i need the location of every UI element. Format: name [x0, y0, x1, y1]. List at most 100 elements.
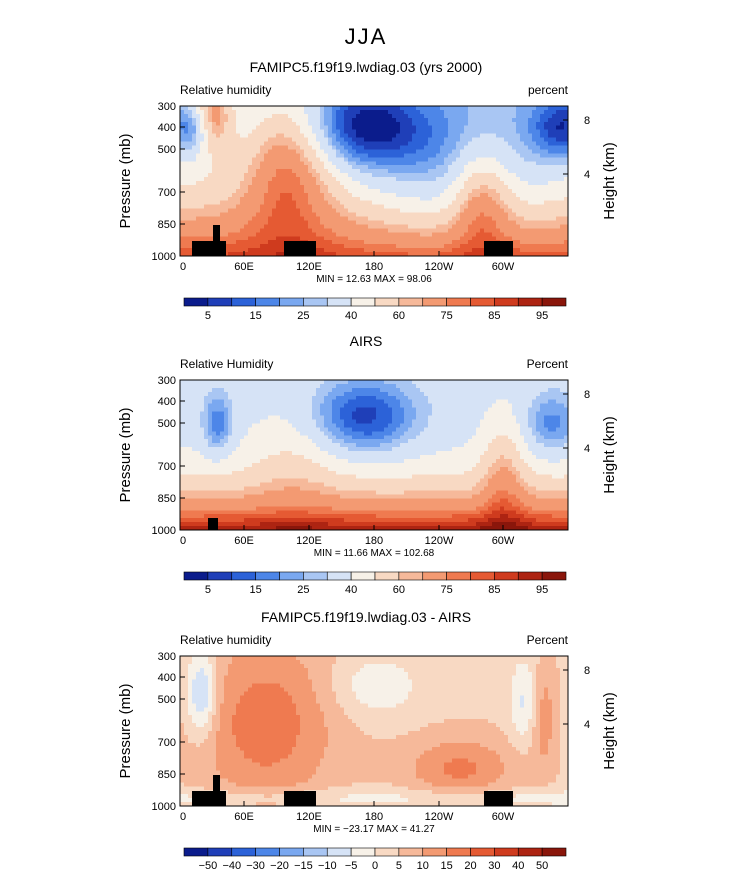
colorbar-label: −40 — [222, 860, 241, 872]
y2-tick-label: 4 — [584, 719, 590, 731]
x-tick-label: 180 — [365, 535, 383, 547]
colorbar-label: 60 — [393, 584, 405, 596]
x-tick-label: 0 — [180, 811, 186, 823]
y-axis-label: Pressure (mb) — [117, 133, 134, 228]
left-label: Relative Humidity — [180, 357, 273, 371]
y2-tick-label: 8 — [584, 389, 590, 401]
colorbar-label: 30 — [488, 860, 500, 872]
y-tick-label: 850 — [158, 493, 176, 505]
y-tick-label: 850 — [158, 769, 176, 781]
x-tick-label: 60W — [492, 535, 515, 547]
colorbar-label: −5 — [345, 860, 358, 872]
contour-field — [180, 380, 569, 531]
y-tick-label: 850 — [158, 219, 176, 231]
colorbar-label: 10 — [417, 860, 429, 872]
x-tick-label: 60W — [492, 261, 515, 273]
y-tick-label: 1000 — [152, 251, 176, 263]
y-tick-label: 500 — [158, 418, 176, 430]
y-tick-label: 300 — [158, 375, 176, 387]
colorbar-label: 50 — [536, 860, 548, 872]
x-tick-label: 60W — [492, 811, 515, 823]
y-axis-label: Pressure (mb) — [117, 407, 134, 502]
y-tick-label: 700 — [158, 187, 176, 199]
y-tick-label: 700 — [158, 461, 176, 473]
panel-title: FAMIPC5.f19f19.lwdiag.03 (yrs 2000) — [250, 59, 483, 75]
y-tick-label: 400 — [158, 396, 176, 408]
panel-1: FAMIPC5.f19f19.lwdiag.03 (yrs 2000) Relat… — [117, 59, 618, 322]
colorbar-label: 25 — [297, 584, 309, 596]
colorbar-label: 40 — [345, 584, 357, 596]
y2-tick-label: 8 — [584, 115, 590, 127]
y2-axis-label: Height (km) — [601, 416, 618, 494]
x-tick-label: 60E — [234, 535, 254, 547]
colorbar-label: 40 — [345, 310, 357, 322]
right-label: Percent — [527, 633, 569, 647]
y-tick-label: 400 — [158, 122, 176, 134]
page-title: JJA — [345, 24, 388, 49]
y-tick-label: 400 — [158, 672, 176, 684]
x-tick-label: 0 — [180, 261, 186, 273]
x-tick-label: 120E — [296, 261, 322, 273]
x-tick-label: 120E — [296, 535, 322, 547]
x-tick-label: 0 — [180, 535, 186, 547]
colorbar-label: 95 — [536, 584, 548, 596]
colorbar-label: 5 — [205, 584, 211, 596]
colorbar-label: 95 — [536, 310, 548, 322]
colorbar-label: −20 — [270, 860, 289, 872]
y-axis-label: Pressure (mb) — [117, 683, 134, 778]
colorbar-label: 0 — [372, 860, 378, 872]
colorbar-label: 15 — [249, 310, 261, 322]
colorbar-label: 5 — [205, 310, 211, 322]
x-tick-label: 180 — [365, 261, 383, 273]
y-tick-label: 1000 — [152, 801, 176, 813]
colorbar-label: −30 — [246, 860, 265, 872]
panel-title: AIRS — [350, 333, 383, 349]
y-tick-label: 500 — [158, 694, 176, 706]
y-tick-label: 500 — [158, 144, 176, 156]
x-tick-label: 180 — [365, 811, 383, 823]
x-tick-label: 120W — [425, 261, 454, 273]
x-tick-label: 120E — [296, 811, 322, 823]
y-tick-label: 300 — [158, 101, 176, 113]
colorbar-label: −15 — [294, 860, 313, 872]
colorbar-label: 20 — [464, 860, 476, 872]
y2-axis-label: Height (km) — [601, 692, 618, 770]
panel-title: FAMIPC5.f19f19.lwdiag.03 - AIRS — [261, 609, 471, 625]
colorbar-label: 25 — [297, 310, 309, 322]
right-label: percent — [528, 83, 569, 97]
min-max-stats: MIN = 11.66 MAX = 102.68 — [314, 548, 435, 559]
contour-field — [180, 656, 569, 807]
colorbar-label: −10 — [318, 860, 337, 872]
contour-field — [180, 106, 569, 257]
y2-tick-label: 4 — [584, 169, 590, 181]
colorbar-label: −50 — [199, 860, 218, 872]
y-tick-label: 700 — [158, 737, 176, 749]
y-tick-label: 300 — [158, 651, 176, 663]
colorbar-label: 75 — [440, 584, 452, 596]
right-label: Percent — [527, 357, 569, 371]
x-tick-label: 60E — [234, 811, 254, 823]
topography-mask — [208, 518, 218, 530]
colorbar-label: 15 — [249, 584, 261, 596]
x-tick-label: 60E — [234, 261, 254, 273]
colorbar-label: 15 — [440, 860, 452, 872]
colorbar-label: 85 — [488, 584, 500, 596]
colorbar-label: 60 — [393, 310, 405, 322]
min-max-stats: MIN = −23.17 MAX = 41.27 — [313, 824, 435, 835]
x-tick-label: 120W — [425, 811, 454, 823]
x-tick-label: 120W — [425, 535, 454, 547]
y2-axis-label: Height (km) — [601, 142, 618, 220]
panel-3: FAMIPC5.f19f19.lwdiag.03 - AIRS Relative … — [117, 609, 618, 872]
colorbar-label: 40 — [512, 860, 524, 872]
y2-tick-label: 4 — [584, 443, 590, 455]
colorbar: 5 15 25 40 60 75 85 95 — [184, 572, 566, 596]
left-label: Relative humidity — [180, 633, 271, 647]
colorbar-label: 75 — [440, 310, 452, 322]
left-label: Relative humidity — [180, 83, 271, 97]
y2-tick-label: 8 — [584, 665, 590, 677]
y-tick-label: 1000 — [152, 525, 176, 537]
